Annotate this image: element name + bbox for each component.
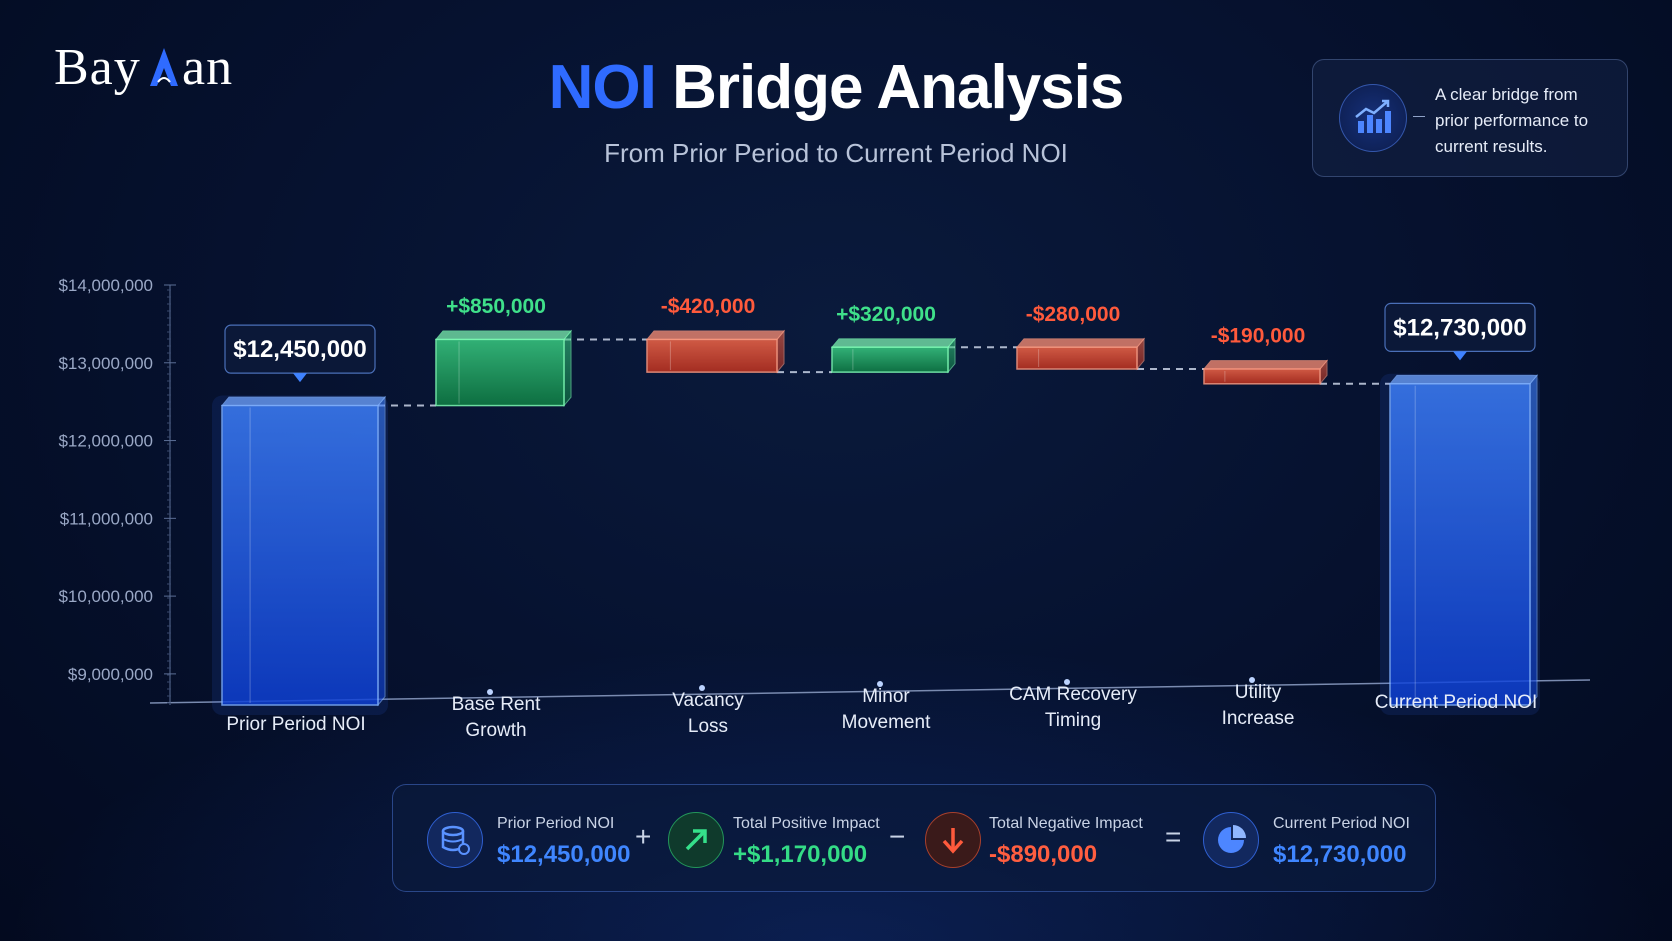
bar-front: [1203, 368, 1321, 385]
bar-top: [1388, 374, 1539, 385]
bar-top: [1015, 338, 1146, 348]
info-connector: [1413, 116, 1425, 117]
plus-operator: +: [635, 821, 652, 852]
data-label: +$320,000: [836, 303, 936, 326]
data-labels: $12,450,000 +$850,000 -$420,000 +$320,000 -$…: [224, 295, 1536, 383]
brand-logo: Bay an: [54, 38, 244, 113]
equals-operator: =: [1165, 821, 1182, 852]
bar-side: [1529, 373, 1538, 707]
y-tick-label: $11,000,000: [60, 509, 153, 528]
y-axis: $9,000,000 $10,000,000 $11,000,000 $12,000,…: [58, 276, 1591, 705]
chart-growth-icon: [1339, 84, 1407, 152]
svg-text:an: an: [182, 39, 233, 96]
axis-dot: [699, 685, 705, 691]
bar-front: [1016, 346, 1138, 370]
pie-chart-icon: [1203, 812, 1259, 868]
data-label: $12,730,000: [1393, 314, 1526, 341]
y-tick-label: $12,000,000: [58, 432, 153, 451]
bar-4: [830, 337, 957, 374]
bar-top: [1202, 360, 1329, 370]
page-title: NOI Bridge Analysis: [0, 52, 1672, 123]
category-label: CAM Recovery Timing: [1009, 684, 1137, 731]
data-label: -$280,000: [1026, 303, 1121, 326]
title-accent: NOI: [548, 53, 657, 122]
data-label: +$850,000: [446, 295, 546, 318]
connector-lines: [378, 338, 1390, 407]
bar-side: [377, 395, 386, 707]
summary-current-label: Current Period NOI: [1273, 815, 1410, 832]
summary-negative-label: Total Negative Impact: [989, 815, 1143, 832]
bar-top: [434, 330, 573, 340]
bar-5: [1015, 337, 1146, 371]
logo-wordmark: Bay an: [54, 39, 233, 96]
summary-prior-value: $12,450,000: [497, 841, 631, 868]
title-rest: Bridge Analysis: [672, 53, 1124, 122]
svg-text:Bay: Bay: [54, 39, 141, 96]
summary-bar: Prior Period NOI $12,450,000 + Total Pos…: [392, 784, 1436, 892]
bar-7: [1380, 373, 1540, 715]
data-label: $12,450,000: [233, 336, 366, 363]
bar-front: [435, 338, 565, 407]
callout-pointer: [293, 373, 307, 383]
bar-front: [646, 338, 778, 373]
minus-operator: −: [889, 821, 906, 852]
page-subtitle: From Prior Period to Current Period NOI: [604, 138, 1068, 168]
bar-1: [212, 395, 388, 715]
total-callout: $12,730,000: [1384, 302, 1536, 361]
waterfall-chart: $9,000,000 $10,000,000 $11,000,000 $12,000,…: [58, 276, 1591, 741]
data-label: -$190,000: [1211, 325, 1306, 348]
summary-current-value: $12,730,000: [1273, 841, 1407, 868]
arrow-up-right-icon: [668, 812, 724, 868]
y-tick-label: $14,000,000: [58, 276, 153, 295]
bar-front: [1389, 383, 1531, 706]
y-tick-label: $9,000,000: [68, 665, 153, 684]
arrow-down-icon: [925, 812, 981, 868]
database-icon: [427, 812, 483, 868]
axis-dot: [1249, 677, 1255, 683]
bar-3: [645, 329, 786, 374]
bar-front: [831, 346, 949, 373]
axis-dot: [877, 681, 883, 687]
category-label: Base Rent Growth: [452, 694, 541, 741]
summary-positive-value: +$1,170,000: [733, 841, 868, 868]
summary-positive-label: Total Positive Impact: [733, 815, 880, 832]
info-card: A clear bridge from prior performance to…: [1312, 59, 1628, 177]
category-label: Current Period NOI: [1375, 692, 1538, 713]
summary-negative-value: -$890,000: [989, 841, 1098, 868]
bars: [212, 329, 1540, 715]
bar-top: [645, 330, 786, 340]
callout-pointer: [1453, 351, 1467, 361]
summary-prior-label: Prior Period NOI: [497, 815, 615, 832]
total-callout: $12,450,000: [224, 324, 376, 383]
bar-front: [221, 404, 379, 706]
bar-top: [830, 338, 957, 348]
info-text: A clear bridge from prior performance to…: [1435, 85, 1589, 156]
category-label: Utility Increase: [1222, 682, 1295, 729]
data-label: -$420,000: [661, 295, 756, 318]
axis-dot: [1064, 679, 1070, 685]
bar-side: [563, 329, 572, 407]
category-labels: Prior Period NOI Base Rent Growth Vacancy Lo…: [226, 677, 1537, 741]
bar-6: [1202, 359, 1329, 386]
axis-dot: [487, 689, 493, 695]
y-tick-label: $13,000,000: [58, 354, 153, 373]
bar-top: [220, 396, 387, 407]
bar-2: [434, 329, 573, 407]
category-label: Vacancy Loss: [672, 690, 744, 737]
y-tick-label: $10,000,000: [58, 587, 153, 606]
category-label: Prior Period NOI: [226, 714, 365, 735]
category-label: Minor Movement: [842, 686, 931, 733]
